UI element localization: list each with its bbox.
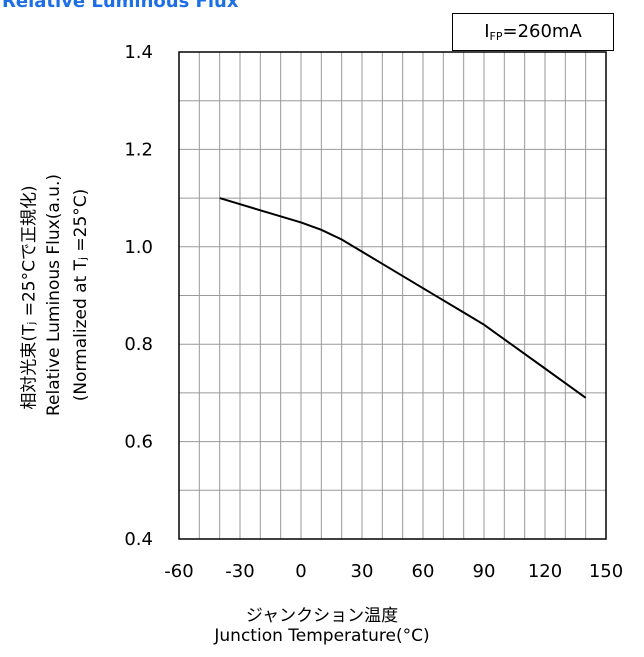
x-tick-label: -60 [164,561,193,582]
y-tick-label: 1.0 [124,237,153,258]
chart-title: Relative Luminous Flux [2,0,239,12]
y-tick-label: 0.6 [124,432,153,453]
x-tick-label: 120 [528,561,562,582]
x-tick-label: 150 [589,561,623,582]
plot-frame [178,51,607,540]
series-line [219,197,587,399]
x-tick-label: -30 [225,561,254,582]
grid [179,52,606,539]
x-tick-label: 60 [412,561,435,582]
y-tick-label: 1.2 [124,139,153,160]
x-tick-label: 90 [473,561,496,582]
condition-legend-box: IFP=260mA [452,13,614,51]
y-tick-labels: 0.4 0.6 0.8 1.0 1.2 1.4 [124,42,153,550]
y-tick-label: 0.4 [124,529,153,550]
x-tick-label: 0 [295,561,306,582]
y-tick-label: 0.8 [124,334,153,355]
y-tick-label: 1.4 [124,42,153,63]
condition-label: IFP=260mA [484,21,582,43]
x-tick-labels: -60 -30 0 30 60 90 120 150 [164,561,623,582]
x-tick-label: 30 [351,561,374,582]
x-axis-label-english: Junction Temperature(°C) [214,626,430,646]
x-axis-label-japanese: ジャンクション温度 [245,606,399,626]
